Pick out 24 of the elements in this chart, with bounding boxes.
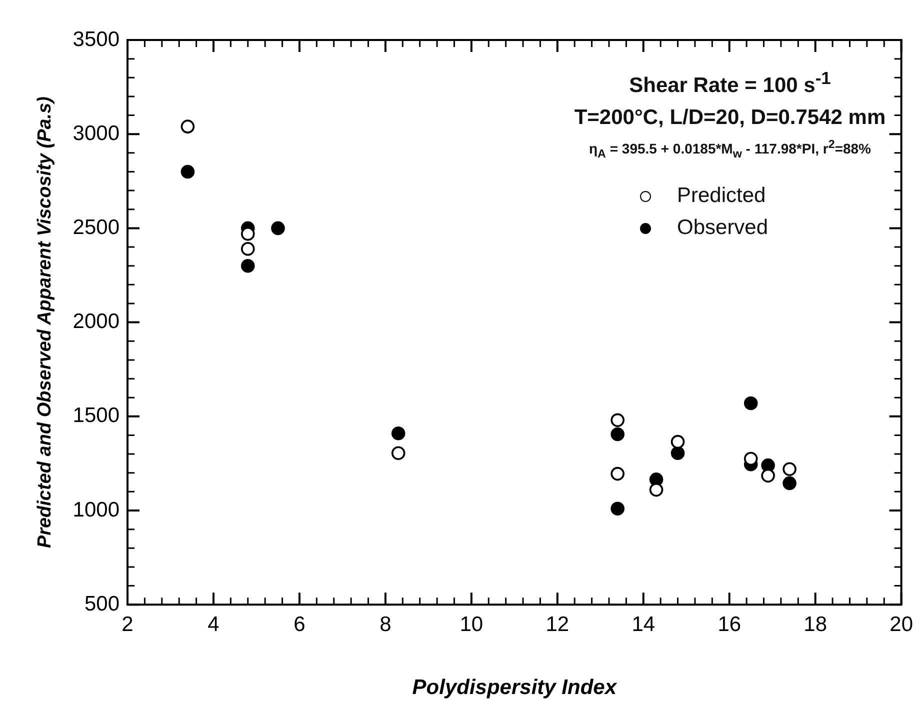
x-axis-title: Polydispersity Index [412,676,618,700]
y-tick-label: 500 [84,592,120,616]
y-tick-label: 2500 [72,216,120,239]
y-tick-label: 2000 [72,310,120,334]
y-axis-title: Predicted and Observed Apparent Viscosity (Pa.s) [34,96,56,548]
x-tick-label: 20 [890,612,913,636]
y-tick-label: 1000 [72,498,120,522]
x-tick-label: 4 [208,612,220,636]
x-tick-label: 6 [294,612,306,636]
legend-label: Predicted [677,184,766,208]
annotation: Shear Rate = 100 s$^{-1}$ [628,68,832,98]
annotation: T=200°C, L/D=20, D=0.7542 mm [573,106,887,130]
x-tick-label: 18 [804,612,828,636]
x-tick-label: 14 [632,612,656,636]
x-tick-label: 12 [546,612,570,636]
y-tick-label: 3000 [72,122,120,145]
x-tick-label: 2 [122,612,134,636]
y-tick-label: 1500 [72,404,120,428]
x-tick-label: 8 [380,612,392,636]
y-tick-label: 3500 [72,28,120,51]
legend-label: Observed [677,216,768,240]
x-tick-label: 16 [718,612,742,636]
x-tick-label: 10 [460,612,484,636]
annotation: η$_{A}$ = 395.5 + 0.0185*M$_{w}$ - 117.98*PI, r$^{2}$=88% [588,138,872,160]
